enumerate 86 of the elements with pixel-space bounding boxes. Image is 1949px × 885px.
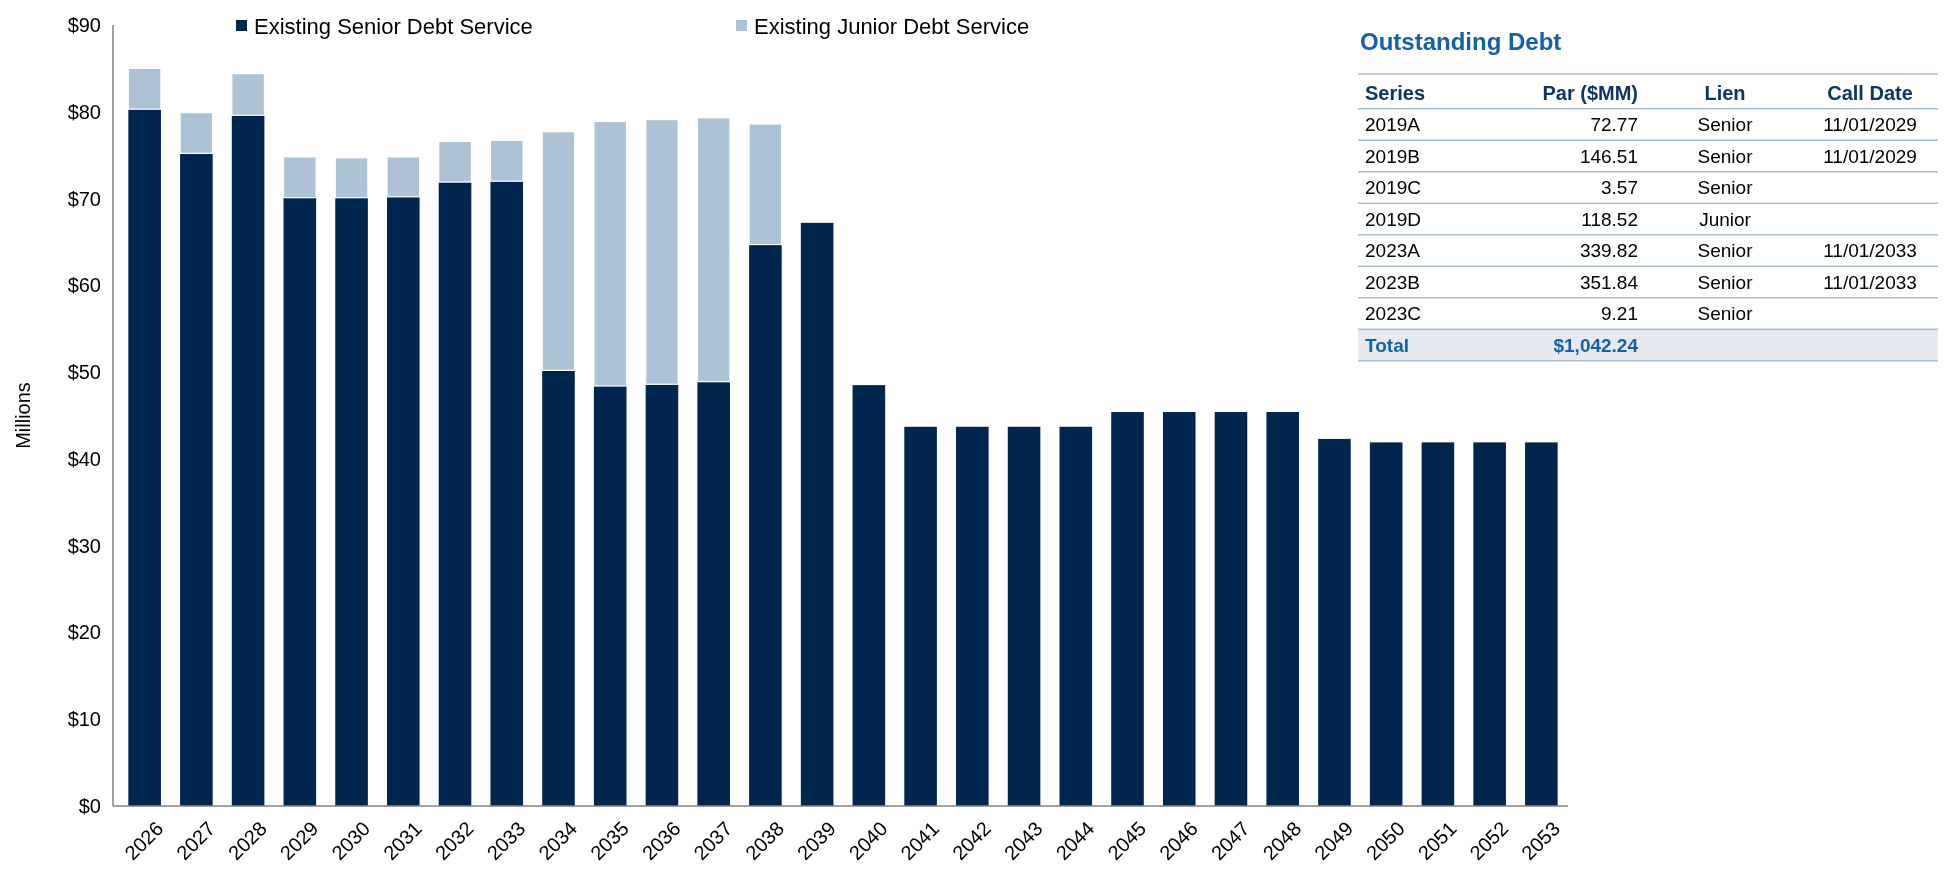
text: 72.77 (1590, 114, 1638, 136)
bar (1369, 442, 1403, 806)
bar (387, 196, 420, 806)
bar (1059, 426, 1093, 806)
bar (438, 140, 472, 183)
bar (231, 73, 265, 116)
text: 2019A (1365, 114, 1420, 136)
bar (1266, 412, 1299, 806)
y-tick-label: $80 (67, 100, 101, 123)
text: 3.57 (1601, 177, 1638, 199)
legend-label: Existing Senior Debt Service (254, 13, 533, 39)
bar (127, 67, 162, 110)
text: Senior (1697, 240, 1753, 262)
bar (593, 386, 627, 806)
bar (1007, 426, 1041, 806)
text: Senior (1697, 303, 1753, 325)
text: 2023A (1365, 240, 1420, 262)
bar (283, 197, 317, 806)
text: Senior (1697, 145, 1753, 167)
text: Outstanding Debt (1360, 28, 1562, 55)
bar (852, 385, 886, 806)
y-tick-label: $60 (67, 274, 101, 297)
bar (334, 157, 369, 199)
bar (593, 120, 628, 387)
text: 339.82 (1579, 240, 1638, 262)
text: 2019C (1365, 177, 1421, 199)
bar (542, 370, 575, 806)
category-label: Lien (1704, 82, 1746, 104)
text: 11/01/2029 (1823, 145, 1917, 167)
text: 11/01/2033 (1823, 271, 1917, 293)
text: Senior (1697, 271, 1753, 293)
y-tick-label: $0 (78, 795, 101, 817)
y-tick-label: $30 (67, 534, 101, 557)
bar (438, 182, 472, 806)
bar (696, 117, 731, 383)
text: 146.51 (1579, 145, 1638, 167)
bar (1421, 442, 1455, 806)
text: Senior (1697, 114, 1753, 136)
y-tick-label: $20 (67, 621, 101, 644)
bar (800, 222, 834, 806)
bar (489, 139, 524, 182)
bar (749, 244, 782, 806)
bar (1214, 412, 1248, 806)
text: Senior (1697, 177, 1753, 199)
y-axis-title: Millions (12, 382, 34, 449)
bar (180, 153, 213, 806)
bar (1162, 412, 1196, 806)
bar (386, 156, 421, 198)
bar (904, 426, 937, 806)
bar (697, 381, 730, 806)
y-tick-label: $10 (67, 708, 101, 731)
text: 118.52 (1581, 208, 1638, 230)
text: Junior (1699, 208, 1751, 230)
bar (1318, 438, 1351, 806)
bar (541, 131, 576, 371)
bar (1111, 412, 1144, 806)
bar (231, 115, 265, 806)
bar (645, 384, 679, 806)
text: 2023C (1365, 303, 1421, 325)
bar (1473, 442, 1506, 806)
text: 11/01/2033 (1823, 240, 1917, 262)
text: Total (1365, 334, 1409, 356)
bar (128, 109, 161, 806)
bar (282, 156, 317, 199)
text: 351.84 (1579, 271, 1638, 293)
legend-label: Existing Junior Debt Service (754, 13, 1030, 39)
category-label: Series (1365, 82, 1426, 104)
y-tick-label: $70 (67, 187, 101, 210)
text: 2023B (1365, 271, 1420, 293)
text: 9.21 (1601, 303, 1638, 325)
text: 11/01/2029 (1823, 114, 1917, 136)
text: 2019B (1365, 145, 1420, 167)
y-tick-label: $40 (67, 447, 101, 470)
bar (956, 426, 989, 806)
bar (335, 197, 368, 806)
category-label: Call Date (1827, 82, 1913, 104)
bar (490, 181, 524, 806)
y-tick-label: $90 (67, 14, 101, 36)
text: $1,042.24 (1553, 334, 1638, 356)
text: 2019D (1365, 208, 1421, 230)
bar (1525, 442, 1558, 806)
category-label: Par ($MM) (1542, 82, 1638, 104)
bar (179, 112, 214, 155)
bar (645, 118, 679, 385)
bar (748, 123, 783, 246)
y-tick-label: $50 (67, 361, 101, 384)
